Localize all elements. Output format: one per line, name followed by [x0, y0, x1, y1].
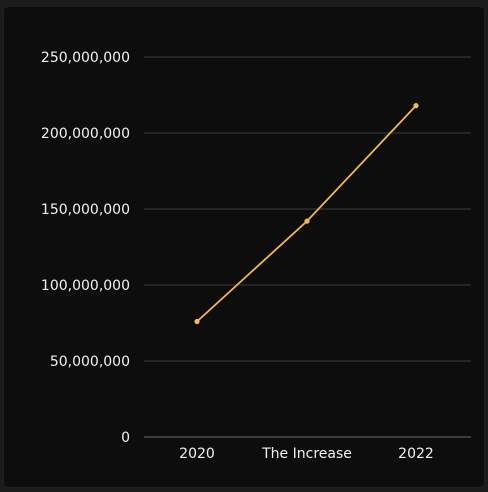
y-tick-label: 0 — [121, 430, 130, 446]
data-point[interactable] — [194, 318, 200, 325]
grid-lines — [144, 56, 471, 438]
y-tick-label: 150,000,000 — [41, 202, 130, 218]
y-tick-label: 250,000,000 — [41, 50, 130, 66]
y-axis-tick-labels: 0 50,000,000 100,000,000 150,000,000 200,000… — [41, 50, 130, 446]
y-tick-label: 50,000,000 — [50, 354, 130, 370]
data-point[interactable] — [413, 103, 419, 109]
x-tick-label: 2022 — [398, 446, 434, 462]
data-point[interactable] — [304, 218, 310, 224]
x-axis-tick-labels: 2020 The Increase 2022 — [179, 446, 434, 462]
series-line — [196, 105, 417, 323]
y-tick-label: 100,000,000 — [41, 278, 130, 294]
series-layer — [194, 103, 419, 325]
chart-panel — [4, 7, 484, 487]
x-tick-label: The Increase — [261, 446, 352, 462]
x-tick-label: 2020 — [179, 446, 215, 462]
y-tick-label: 200,000,000 — [41, 126, 130, 142]
